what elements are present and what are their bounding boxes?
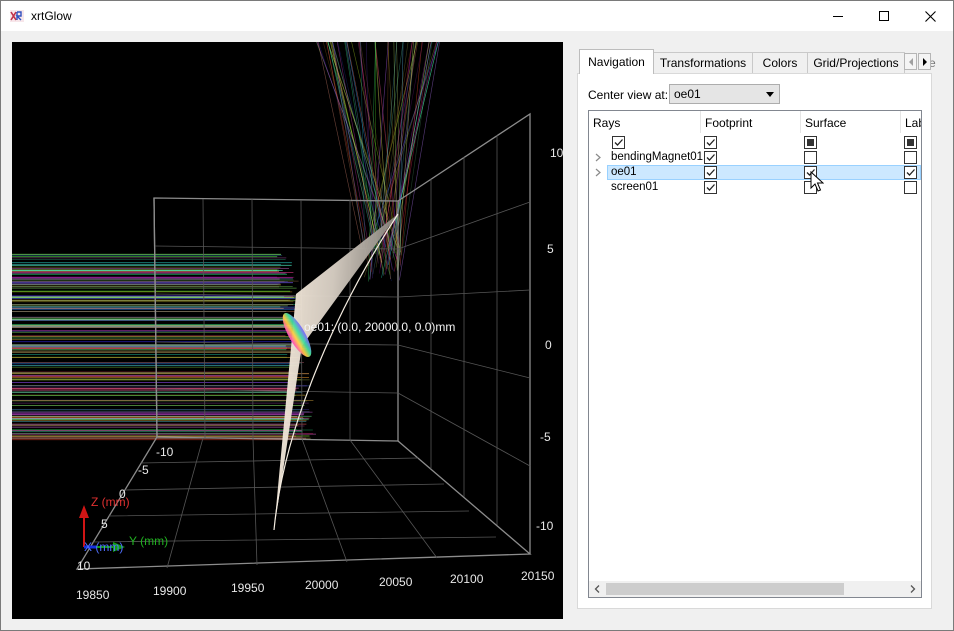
y-tick-label: -10: [536, 519, 554, 533]
scene-tree[interactable]: Rays Footprint Surface La b: [588, 110, 922, 598]
title-bar[interactable]: xrtGlow: [1, 1, 953, 31]
tree-row-label: oe01: [611, 166, 637, 178]
check-icon: [706, 154, 715, 161]
z-tick-label: -5: [138, 463, 149, 477]
check-icon: [706, 169, 715, 176]
z-tick-label: 5: [101, 517, 108, 531]
bounding-box: [75, 112, 532, 570]
maximize-button[interactable]: [861, 1, 907, 31]
chevron-down-icon: [766, 92, 774, 97]
incoming-beam: [12, 253, 316, 441]
beam-footprint: [282, 312, 312, 358]
labels-checkbox[interactable]: [904, 166, 917, 179]
column-header-labels[interactable]: Lab: [905, 116, 921, 130]
y-tick-label: 0: [545, 338, 552, 352]
tab-scroll-right-button[interactable]: [918, 53, 931, 70]
y-tick-label: 10: [550, 146, 563, 160]
chevron-right-icon: [910, 585, 916, 593]
x-tick-label: 19900: [153, 584, 187, 598]
check-icon: [706, 139, 715, 146]
chevron-left-icon: [594, 585, 600, 593]
app-logo-icon: [10, 10, 24, 22]
axis-triad: [79, 505, 125, 552]
tab-transformations[interactable]: Transformations: [653, 52, 753, 73]
footprint-checkbox[interactable]: [704, 166, 717, 179]
oe01-position-label: oe01: (0.0, 20000.0, 0.0)mm: [304, 320, 456, 334]
tree-row-label: screen01: [611, 181, 659, 193]
check-icon: [806, 169, 815, 176]
mouse-cursor-icon: [810, 171, 824, 192]
z-tick-label: -10: [156, 445, 174, 459]
tab-bar: Navigation Transformations Colors Grid/P…: [577, 49, 936, 74]
center-view-select[interactable]: oe01: [669, 84, 780, 104]
window-title: xrtGlow: [31, 9, 72, 23]
column-header-rays[interactable]: Rays: [589, 111, 701, 133]
master-rays-checkbox[interactable]: [612, 136, 625, 149]
surface-checkbox[interactable]: [804, 151, 817, 164]
check-icon: [706, 184, 715, 191]
x-tick-label: 20150: [521, 569, 555, 583]
tab-navigation[interactable]: Navigation: [579, 49, 654, 74]
scroll-left-button[interactable]: [589, 581, 605, 597]
grid-lines: [92, 135, 531, 569]
x-tick-label: 20050: [379, 575, 413, 589]
footprint-checkbox[interactable]: [704, 181, 717, 194]
z-tick-label: 0: [119, 487, 126, 501]
minimize-button[interactable]: [815, 1, 861, 31]
tree-row-label: bendingMagnet01: [611, 151, 704, 163]
check-icon: [906, 169, 915, 176]
master-toggle-row: [589, 135, 921, 150]
tab-scroll-left-button[interactable]: [904, 53, 917, 70]
column-header-footprint[interactable]: Footprint: [701, 111, 801, 133]
gl-viewport[interactable]: 10 5 0 -5 -10 19850 19900 19950 20000 20…: [12, 42, 563, 619]
y-axis-label: Y (mm): [129, 534, 169, 548]
oe01-surface-edge: [273, 213, 399, 531]
scroll-right-button[interactable]: [905, 581, 921, 597]
y-tick-label: 5: [547, 242, 554, 256]
master-surface-checkbox[interactable]: [804, 136, 817, 149]
maximize-icon: [879, 11, 889, 21]
horizontal-scrollbar[interactable]: [589, 581, 921, 597]
check-icon: [614, 139, 623, 146]
tree-row-bendingmagnet01[interactable]: bendingMagnet01: [589, 150, 921, 165]
close-icon: [924, 10, 936, 22]
x-tick-label: 19950: [231, 581, 265, 595]
labels-checkbox[interactable]: [904, 151, 917, 164]
reflected-beam: [316, 42, 440, 282]
minimize-icon: [833, 16, 843, 17]
z-tick-label: 10: [77, 559, 91, 573]
chevron-left-icon: [908, 57, 913, 66]
control-panel: Navigation Transformations Colors Grid/P…: [577, 49, 936, 609]
scene-canvas: [12, 42, 532, 570]
x-axis-label: X (mm): [84, 540, 124, 554]
master-footprint-checkbox[interactable]: [704, 136, 717, 149]
x-tick-label: 20100: [450, 572, 484, 586]
x-tick-label: 19850: [76, 588, 110, 602]
center-view-label: Center view at:: [588, 88, 669, 102]
master-labels-checkbox[interactable]: [904, 136, 917, 149]
y-tick-label: -5: [540, 430, 551, 444]
tab-colors[interactable]: Colors: [752, 52, 808, 73]
tab-overflow-text: e: [929, 56, 936, 70]
x-tick-label: 20000: [305, 578, 339, 592]
z-axis-label: Z (mm): [91, 495, 130, 509]
scrollbar-thumb[interactable]: [606, 583, 844, 595]
labels-checkbox[interactable]: [904, 181, 917, 194]
center-view-value: oe01: [674, 87, 701, 101]
footprint-checkbox[interactable]: [704, 151, 717, 164]
selection-highlight: [607, 165, 921, 180]
oe01-surface: [274, 214, 398, 530]
tab-grid-projections[interactable]: Grid/Projections: [807, 52, 905, 73]
tree-row-screen01[interactable]: screen01: [589, 180, 921, 195]
tree-row-oe01[interactable]: oe01: [589, 165, 921, 180]
chevron-right-icon[interactable]: [595, 153, 601, 162]
chevron-right-icon[interactable]: [595, 168, 601, 177]
column-header-surface[interactable]: Surface: [801, 111, 901, 133]
chevron-right-icon: [922, 57, 927, 66]
close-button[interactable]: [907, 1, 953, 31]
navigation-tab-content: Center view at: oe01 Rays Footprint Surf…: [577, 73, 932, 609]
